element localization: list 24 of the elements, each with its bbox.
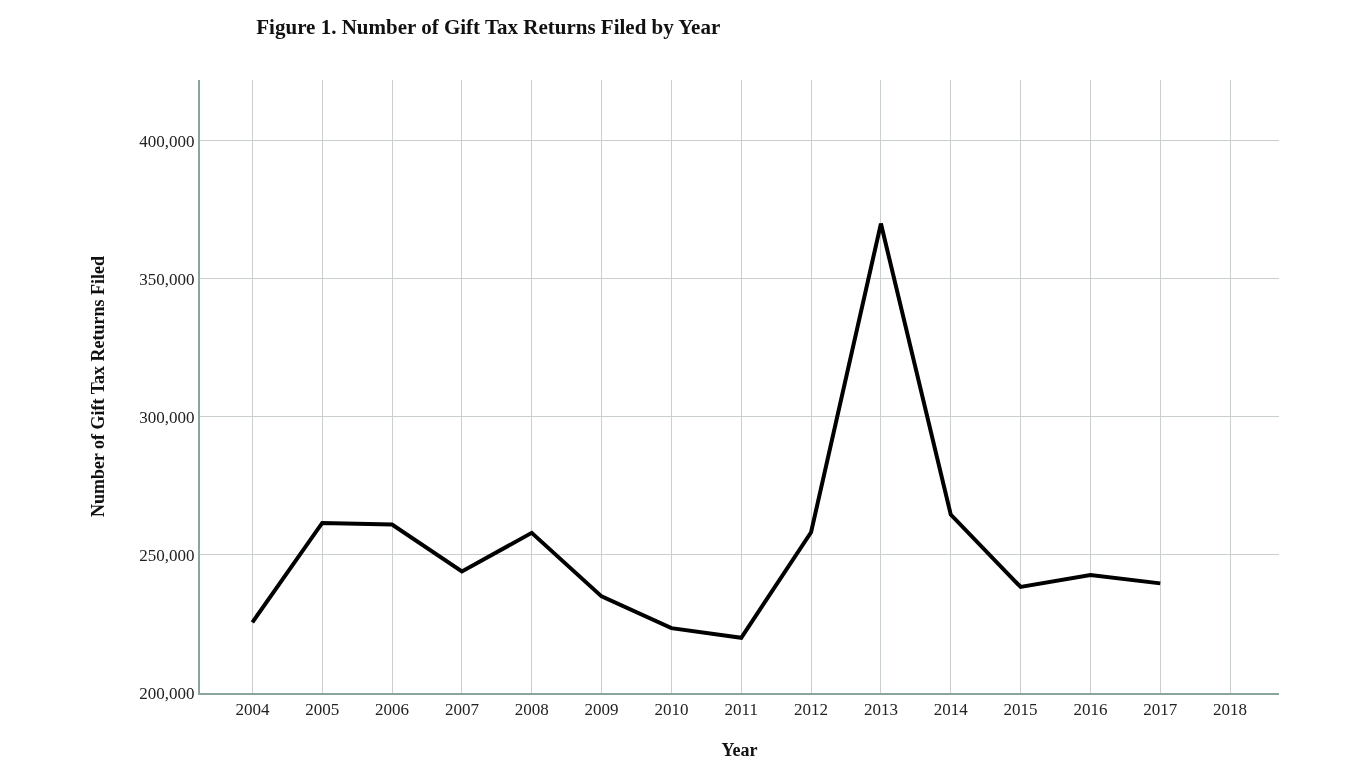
x-tick-label: 2014 [933, 700, 969, 720]
y-tick-label: 400,000 [139, 131, 195, 151]
line-series [250, 221, 1163, 640]
x-tick-label: 2005 [305, 700, 340, 720]
y-tick-label: 250,000 [139, 545, 195, 565]
x-tick-label: 2015 [1003, 700, 1038, 720]
y-tick-label: 200,000 [139, 683, 195, 703]
x-axis-title: Year [721, 740, 758, 760]
x-tick-label: 2016 [1073, 700, 1108, 720]
x-tick-label: 2012 [794, 700, 829, 720]
x-tick-label: 2017 [1143, 700, 1178, 720]
x-tick-label: 2008 [514, 700, 549, 720]
chart-title: Figure 1. Number of Gift Tax Returns Filed by Year [256, 14, 721, 39]
x-tick-label: 2004 [235, 700, 270, 720]
x-tick-label: 2007 [444, 700, 480, 720]
y-axis-title: Number of Gift Tax Returns Filed [88, 255, 109, 518]
x-tick-label: 2018 [1213, 700, 1248, 720]
x-tick-label: 2006 [375, 700, 410, 720]
y-tick-label: 300,000 [139, 407, 195, 427]
x-tick-label: 2010 [654, 700, 689, 720]
x-tick-label: 2009 [584, 700, 619, 720]
x-tick-label: 2011 [724, 700, 758, 720]
x-tick-label: 2013 [863, 700, 898, 720]
y-tick-label: 350,000 [139, 269, 195, 289]
